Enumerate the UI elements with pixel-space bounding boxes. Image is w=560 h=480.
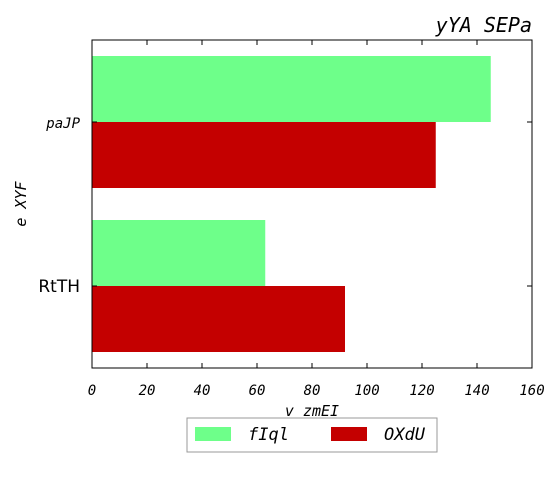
chart-title: yYA SEPa [435, 13, 532, 37]
x-tick-label: 140 [464, 383, 489, 399]
legend-swatch-OXdU [331, 427, 367, 441]
bars-group [92, 56, 491, 352]
x-tick-label: 60 [249, 383, 266, 399]
x-tick-label: 120 [409, 383, 434, 399]
x-tick-label: 100 [354, 383, 379, 399]
x-tick-label: 20 [139, 383, 156, 399]
legend-label-OXdU: OXdU [384, 425, 426, 445]
x-axis-label: v zmEI [285, 402, 339, 420]
x-tick-label: 80 [304, 383, 321, 399]
x-tick-label: 0 [88, 383, 96, 399]
y-tick-label-RtTH: RtTH [38, 277, 80, 297]
x-axis-ticks: 0 20 40 60 80 100 120 140 160 [88, 40, 545, 399]
y-axis-ticks: RtTH paJP [38, 116, 532, 297]
y-axis-label: e XYF [12, 180, 30, 226]
bar-OXdU-paJP [92, 122, 436, 188]
legend-swatch-fIql [195, 427, 231, 441]
x-tick-label: 160 [519, 383, 544, 399]
y-tick-label-paJP: paJP [45, 116, 80, 132]
bar-OXdU-RtTH [92, 286, 345, 352]
legend-label-fIql: fIql [248, 425, 289, 445]
x-tick-label: 40 [194, 383, 211, 399]
bar-fIql-RtTH [92, 220, 266, 286]
bar-fIql-paJP [92, 56, 491, 122]
legend: fIql OXdU [186, 417, 438, 453]
